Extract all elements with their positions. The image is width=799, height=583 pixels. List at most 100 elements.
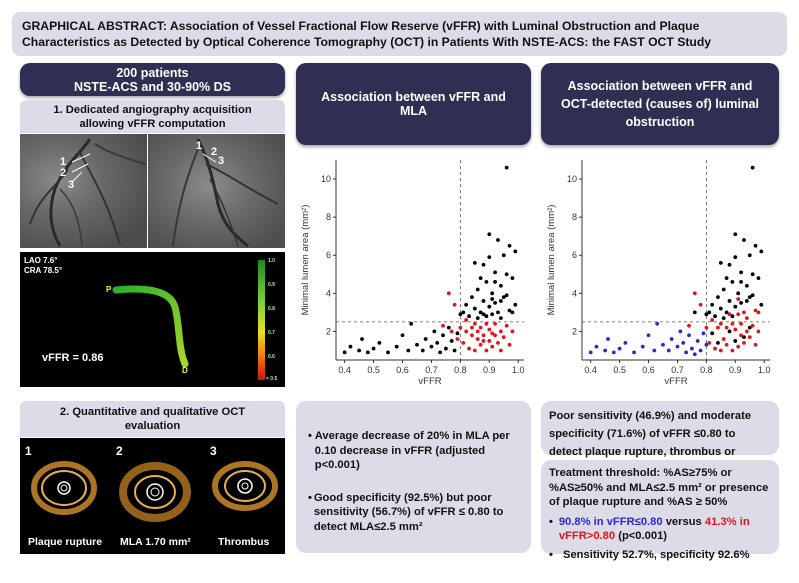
angio-vessels-icon [172, 138, 279, 248]
data-point [446, 291, 451, 296]
data-point [493, 280, 497, 284]
data-point [452, 348, 457, 353]
data-point [481, 299, 486, 303]
x-tick-label: 0.9 [483, 365, 496, 375]
data-point [710, 302, 715, 307]
data-point [661, 342, 665, 347]
data-point [687, 333, 691, 338]
y-tick-label: 4 [326, 288, 331, 298]
oct-panel-2 [108, 438, 198, 554]
data-point [484, 314, 489, 319]
data-point [498, 348, 503, 353]
data-point [753, 342, 758, 347]
angle-lao: LAO 7.6° [24, 256, 58, 265]
data-point [692, 291, 697, 296]
data-point [750, 323, 755, 328]
data-point [701, 331, 706, 336]
data-point [666, 348, 671, 353]
step2-box: 2. Quantitative and qualitative OCT eval… [20, 401, 285, 437]
data-point [727, 312, 732, 317]
data-point [736, 297, 741, 301]
data-point [588, 350, 593, 355]
data-point [606, 337, 610, 341]
x-tick-label: 0.6 [396, 365, 409, 375]
data-point [467, 346, 471, 351]
x-axis-label: vFFR [664, 376, 687, 387]
data-point [611, 350, 616, 355]
x-tick-label: 0.6 [642, 365, 655, 375]
marker-distal: D [182, 366, 188, 375]
data-point [458, 312, 463, 317]
data-point [478, 310, 483, 315]
data-point [744, 283, 749, 288]
data-point [736, 312, 741, 317]
scale-tick: 0.6 [268, 354, 275, 360]
data-point [510, 276, 515, 280]
data-point [487, 255, 492, 260]
data-point [730, 280, 735, 284]
data-point [504, 293, 509, 298]
data-point [507, 342, 512, 347]
data-point [342, 350, 347, 355]
data-point [371, 346, 376, 351]
data-point [744, 299, 749, 303]
data-point [707, 340, 712, 345]
data-point [753, 308, 758, 313]
data-point [727, 299, 732, 303]
data-point [432, 329, 437, 334]
data-point [472, 348, 477, 353]
data-point [481, 333, 486, 338]
data-point [632, 350, 636, 355]
right-box-1: Poor sensitivity (46.9%) and moderate sp… [541, 401, 779, 476]
data-point [470, 333, 474, 338]
data-point [441, 333, 445, 338]
data-point [498, 316, 503, 320]
data-point [478, 325, 483, 330]
data-point [470, 295, 474, 300]
data-point [718, 260, 723, 265]
data-point [496, 340, 500, 345]
x-axis-label: vFFR [418, 376, 441, 387]
data-point [603, 348, 608, 353]
bullet-icon: • [549, 548, 553, 561]
data-point [461, 310, 466, 315]
data-point [365, 350, 370, 355]
data-point [733, 304, 738, 309]
data-point [704, 342, 709, 347]
angio-label-1: 1 [60, 156, 67, 168]
data-point [733, 232, 738, 237]
data-point [487, 304, 492, 309]
data-point [721, 337, 726, 341]
data-point [449, 329, 454, 334]
data-point [429, 344, 434, 349]
data-point [498, 299, 503, 303]
red-stat: 41.3% in vFFR>0.80 [558, 515, 750, 543]
patients-box: 200 patients NSTE-ACS and 30-90% DS [20, 63, 285, 96]
patients-criteria: NSTE-ACS and 30-90% DS [74, 79, 231, 94]
data-point [669, 337, 674, 341]
angio-label-2: 2 [211, 146, 218, 158]
data-point [684, 350, 689, 355]
data-point [655, 321, 660, 326]
data-point [727, 262, 732, 267]
data-point [472, 260, 477, 265]
scale-tick: 0.9 [268, 282, 275, 288]
y-axis-label: Minimal lumen area (mm²) [546, 205, 557, 316]
data-point [736, 344, 741, 349]
oct-num-2: 2 [116, 444, 123, 458]
vffr-reconstruction: LAO 7.6° CRA 78.5° P D 1.0 0.9 0.8 0.7 0… [20, 252, 285, 387]
data-point [501, 253, 506, 258]
bullet-icon: • [308, 491, 312, 504]
data-point [464, 318, 469, 322]
data-point [478, 276, 483, 280]
data-point [742, 238, 746, 242]
data-point [623, 340, 628, 345]
data-point [394, 344, 399, 349]
data-point [487, 327, 492, 332]
angio-vessels-icon [29, 138, 146, 247]
data-point [747, 335, 752, 340]
data-point [736, 291, 741, 296]
data-point [721, 316, 726, 320]
bullet-icon: • [308, 430, 312, 442]
data-point [690, 346, 694, 351]
